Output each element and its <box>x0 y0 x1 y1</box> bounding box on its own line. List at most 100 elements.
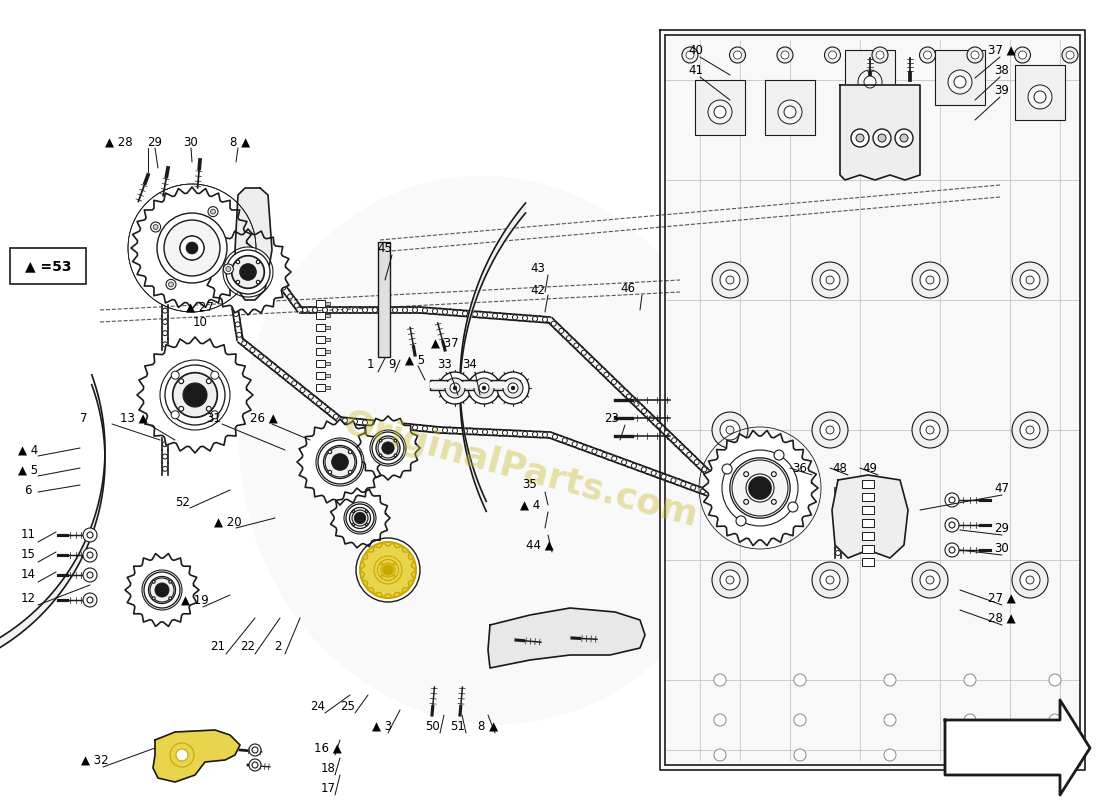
Circle shape <box>230 290 235 296</box>
Circle shape <box>720 570 740 590</box>
Circle shape <box>328 470 331 474</box>
Circle shape <box>82 548 97 562</box>
Circle shape <box>317 401 321 406</box>
Circle shape <box>778 100 802 124</box>
Circle shape <box>836 530 840 535</box>
Circle shape <box>144 572 180 608</box>
Circle shape <box>522 431 528 436</box>
Circle shape <box>394 439 397 442</box>
Text: 30: 30 <box>184 135 198 149</box>
Circle shape <box>152 580 155 583</box>
Circle shape <box>856 134 864 142</box>
Circle shape <box>926 576 934 584</box>
Circle shape <box>223 247 273 297</box>
Circle shape <box>163 330 167 336</box>
Bar <box>324 314 330 317</box>
Text: ▲ 19: ▲ 19 <box>182 594 209 606</box>
Circle shape <box>532 432 538 437</box>
Circle shape <box>308 394 314 399</box>
Circle shape <box>383 565 394 575</box>
Circle shape <box>248 240 253 245</box>
Circle shape <box>641 409 647 414</box>
Text: 50: 50 <box>425 719 439 733</box>
Circle shape <box>1020 270 1040 290</box>
Circle shape <box>602 453 607 458</box>
Text: 42: 42 <box>530 283 546 297</box>
Circle shape <box>163 319 167 324</box>
Circle shape <box>513 315 517 320</box>
Text: 27 ▲: 27 ▲ <box>988 591 1016 605</box>
Circle shape <box>649 416 654 421</box>
Circle shape <box>294 303 299 308</box>
Circle shape <box>508 383 518 393</box>
Circle shape <box>714 106 726 118</box>
Bar <box>862 558 874 566</box>
Circle shape <box>153 225 158 230</box>
Polygon shape <box>125 554 199 626</box>
Circle shape <box>352 419 358 424</box>
Polygon shape <box>702 430 818 546</box>
Circle shape <box>825 47 840 63</box>
Text: ▲ 32: ▲ 32 <box>81 754 109 766</box>
Circle shape <box>920 420 940 440</box>
Circle shape <box>884 674 896 686</box>
Text: 13 ▲: 13 ▲ <box>120 411 147 425</box>
Circle shape <box>462 311 468 316</box>
Circle shape <box>205 230 209 236</box>
Polygon shape <box>153 730 240 782</box>
Circle shape <box>964 674 976 686</box>
Polygon shape <box>360 542 416 598</box>
Circle shape <box>334 456 346 468</box>
Circle shape <box>446 378 465 398</box>
Circle shape <box>503 314 507 319</box>
Text: 2: 2 <box>274 641 282 654</box>
Circle shape <box>681 482 685 486</box>
Text: 40: 40 <box>689 43 703 57</box>
Circle shape <box>412 425 418 430</box>
Circle shape <box>920 570 940 590</box>
Circle shape <box>884 714 896 726</box>
Circle shape <box>190 390 200 400</box>
Circle shape <box>157 585 167 595</box>
Circle shape <box>180 380 210 410</box>
Circle shape <box>641 467 647 472</box>
Circle shape <box>233 311 239 317</box>
Circle shape <box>208 206 218 217</box>
Circle shape <box>924 51 932 59</box>
Text: ▲ 20: ▲ 20 <box>214 515 242 529</box>
Circle shape <box>864 76 876 88</box>
Bar <box>935 50 984 105</box>
Circle shape <box>1049 749 1061 761</box>
Circle shape <box>949 547 955 553</box>
Circle shape <box>884 749 896 761</box>
Circle shape <box>672 438 676 442</box>
Circle shape <box>142 570 182 610</box>
Circle shape <box>316 438 364 486</box>
Circle shape <box>186 242 198 254</box>
Circle shape <box>163 466 167 471</box>
Circle shape <box>836 521 840 526</box>
Circle shape <box>812 262 848 298</box>
Circle shape <box>634 402 639 406</box>
Text: 24: 24 <box>310 699 326 713</box>
Circle shape <box>478 383 490 393</box>
Circle shape <box>781 51 789 59</box>
Circle shape <box>912 562 948 598</box>
Circle shape <box>173 373 217 417</box>
Circle shape <box>175 230 180 236</box>
Circle shape <box>820 570 840 590</box>
Circle shape <box>826 576 834 584</box>
Circle shape <box>324 447 355 477</box>
Circle shape <box>183 383 207 407</box>
Circle shape <box>383 565 393 575</box>
Ellipse shape <box>239 176 740 724</box>
Circle shape <box>971 51 979 59</box>
Circle shape <box>559 329 564 334</box>
Circle shape <box>168 580 172 583</box>
Circle shape <box>163 454 167 459</box>
Circle shape <box>895 129 913 147</box>
Circle shape <box>300 387 305 393</box>
Circle shape <box>734 51 741 59</box>
Circle shape <box>378 438 398 458</box>
Circle shape <box>566 336 571 341</box>
